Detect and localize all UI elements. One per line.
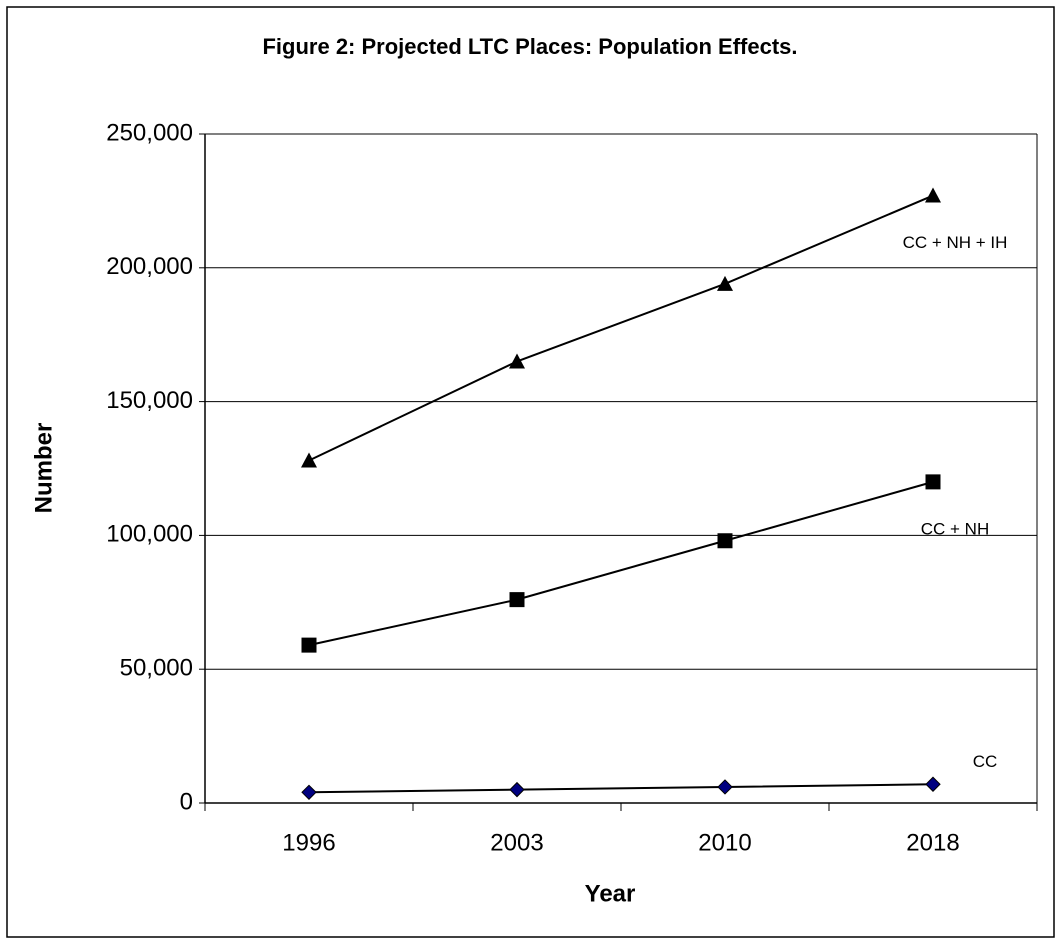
series-label: CC <box>973 752 998 771</box>
y-tick-label: 50,000 <box>120 655 193 682</box>
marker <box>717 275 733 291</box>
series-line <box>308 783 934 794</box>
series-label: CC + NH + IH <box>903 233 1008 252</box>
y-tick-label: 250,000 <box>106 119 193 146</box>
y-tick-label: 150,000 <box>106 387 193 414</box>
marker <box>925 187 941 203</box>
marker <box>509 592 525 608</box>
y-axis-title: Number <box>30 423 57 514</box>
marker <box>925 776 941 792</box>
x-axis-title: Year <box>585 880 636 907</box>
marker <box>301 784 317 801</box>
series-label: CC + NH <box>921 519 989 538</box>
y-tick-label: 0 <box>180 788 193 815</box>
x-tick-label: 2003 <box>490 829 543 856</box>
marker <box>509 781 525 798</box>
x-tick-label: 2018 <box>906 829 959 856</box>
marker <box>301 637 317 653</box>
chart-title: Figure 2: Projected LTC Places: Populati… <box>262 34 797 59</box>
marker <box>301 452 317 468</box>
series-line <box>308 480 934 647</box>
series-line <box>308 194 934 462</box>
y-tick-label: 200,000 <box>106 253 193 280</box>
y-tick-label: 100,000 <box>106 521 193 548</box>
x-tick-label: 2010 <box>698 829 751 856</box>
x-tick-label: 1996 <box>282 829 335 856</box>
marker <box>509 353 525 369</box>
marker <box>717 779 733 795</box>
marker <box>717 533 733 549</box>
chart-border <box>6 6 1055 938</box>
marker <box>925 474 941 490</box>
